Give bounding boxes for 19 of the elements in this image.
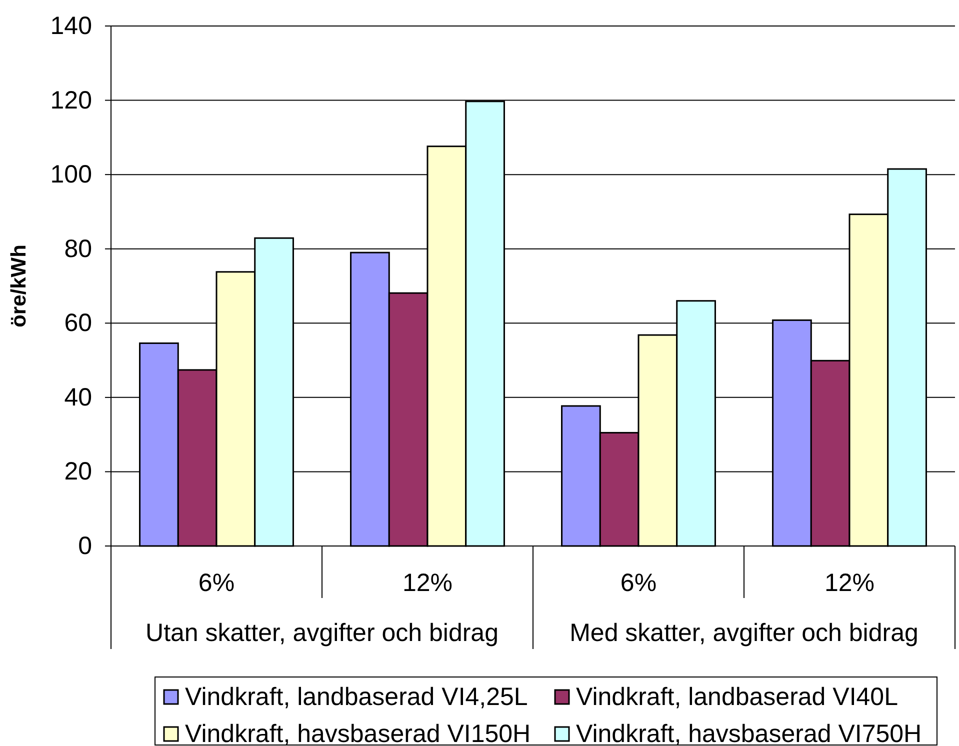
y-tick-label: 80 bbox=[64, 234, 92, 263]
y-tick-label: 120 bbox=[50, 86, 92, 114]
y-tick-label: 100 bbox=[50, 160, 92, 189]
legend-label: Vindkraft, havsbaserad VI750H bbox=[576, 720, 922, 746]
x-tick-label: 6% bbox=[620, 569, 657, 597]
y-tick-label: 140 bbox=[50, 12, 92, 40]
legend-label: Vindkraft, havsbaserad VI150H bbox=[185, 720, 531, 746]
legend-label: Vindkraft, landbaserad VI40L bbox=[576, 683, 898, 711]
text: Utan skatter, avgifter och bidrag bbox=[146, 619, 498, 647]
y-axis-title: öre/kWh bbox=[8, 244, 30, 328]
y-tick-label: 60 bbox=[64, 309, 92, 338]
legend-label: Vindkraft, landbaserad VI4,25L bbox=[185, 683, 528, 711]
text: Med skatter, avgifter och bidrag bbox=[570, 619, 918, 647]
y-tick-label: 40 bbox=[64, 383, 92, 412]
x-tick-label: 6% bbox=[198, 569, 235, 597]
y-tick-label: 20 bbox=[64, 458, 92, 486]
y-tick-label: 0 bbox=[78, 532, 92, 560]
x-tick-label: 12% bbox=[402, 569, 453, 597]
x-tick-label: 12% bbox=[824, 569, 875, 597]
